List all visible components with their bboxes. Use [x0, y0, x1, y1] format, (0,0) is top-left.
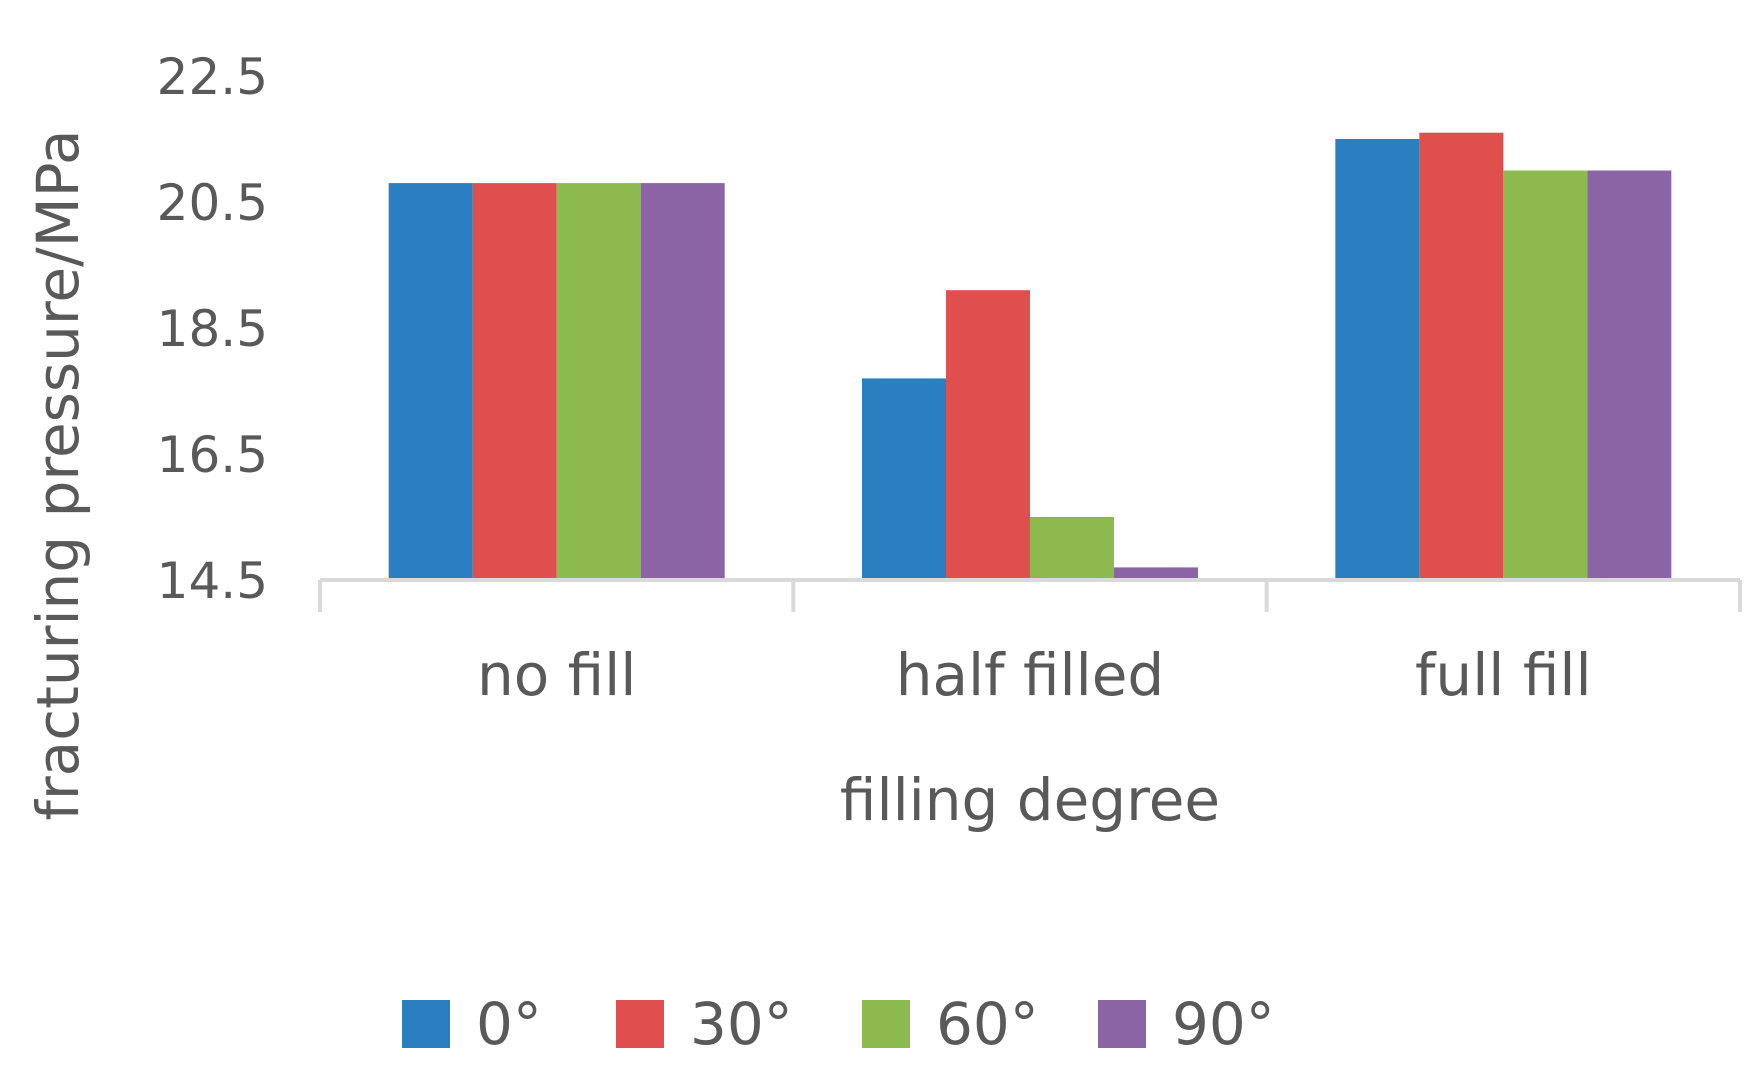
x-axis-categories: no fill half filled full fill: [477, 641, 1592, 709]
x-category-label: half filled: [896, 641, 1165, 709]
bar: [946, 290, 1030, 580]
legend-swatch: [402, 1000, 450, 1048]
bar: [388, 183, 473, 580]
bar: [1419, 132, 1504, 580]
legend-label: 0°: [476, 990, 542, 1058]
y-axis-title: fracturing pressure/MPa: [24, 129, 92, 820]
bar: [1503, 170, 1588, 580]
x-category-label: no fill: [477, 641, 636, 709]
bar: [1030, 517, 1114, 580]
bar: [556, 183, 641, 580]
y-tick-label: 20.5: [157, 174, 268, 232]
y-tick-label: 18.5: [157, 300, 268, 358]
bar: [1335, 139, 1420, 580]
y-tick-label: 22.5: [157, 48, 268, 106]
x-axis: [318, 578, 1742, 612]
bar: [1587, 170, 1672, 580]
bar: [862, 378, 946, 580]
y-axis-ticks: 14.5 16.5 18.5 20.5 22.5: [157, 48, 268, 610]
bar: [640, 183, 725, 580]
legend: 0° 30° 60° 90°: [402, 990, 1275, 1058]
bar: [1114, 567, 1198, 580]
y-tick-label: 16.5: [157, 426, 268, 484]
legend-swatch: [616, 1000, 664, 1048]
x-axis-title: filling degree: [840, 766, 1220, 834]
bars: [388, 132, 1672, 580]
legend-swatch: [862, 1000, 910, 1048]
legend-label: 60°: [936, 990, 1039, 1058]
bar: [472, 183, 557, 580]
legend-swatch: [1098, 1000, 1146, 1048]
x-category-label: full fill: [1415, 641, 1592, 709]
legend-label: 30°: [690, 990, 793, 1058]
legend-label: 90°: [1172, 990, 1275, 1058]
y-tick-label: 14.5: [157, 552, 268, 610]
